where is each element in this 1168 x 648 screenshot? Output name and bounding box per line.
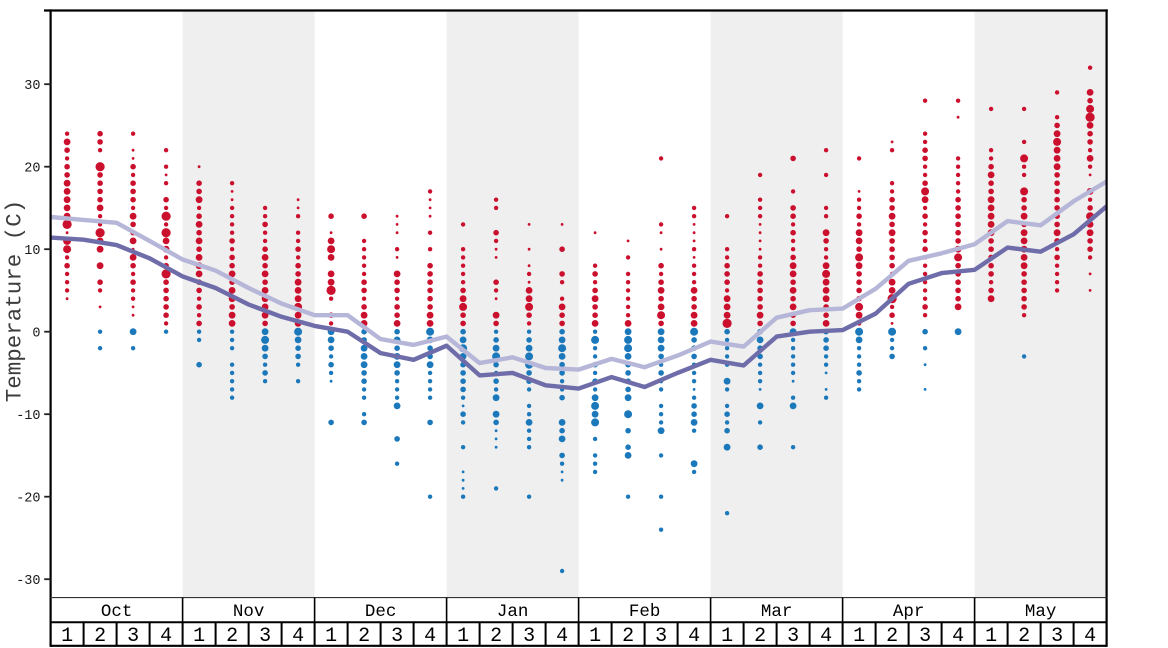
svg-text:1: 1	[985, 625, 997, 648]
svg-text:3: 3	[391, 625, 403, 648]
svg-text:2: 2	[622, 625, 634, 648]
svg-text:1: 1	[853, 625, 865, 648]
svg-text:3: 3	[655, 625, 667, 648]
svg-text:Jan: Jan	[497, 602, 529, 622]
svg-text:-20: -20	[16, 491, 40, 506]
svg-text:1: 1	[325, 625, 337, 648]
svg-text:2: 2	[886, 625, 898, 648]
svg-text:-10: -10	[16, 409, 40, 424]
svg-text:3: 3	[1051, 625, 1063, 648]
svg-text:1: 1	[61, 625, 73, 648]
svg-text:1: 1	[193, 625, 205, 648]
svg-text:2: 2	[1018, 625, 1030, 648]
svg-text:Apr: Apr	[893, 602, 925, 622]
svg-text:Feb: Feb	[629, 602, 661, 622]
svg-text:1: 1	[457, 625, 469, 648]
svg-text:May: May	[1025, 602, 1057, 622]
svg-text:4: 4	[556, 625, 568, 648]
svg-text:1: 1	[589, 625, 601, 648]
svg-text:4: 4	[820, 625, 832, 648]
svg-text:2: 2	[226, 625, 238, 648]
svg-text:-30: -30	[16, 574, 40, 589]
svg-text:2: 2	[490, 625, 502, 648]
svg-text:Oct: Oct	[101, 602, 133, 622]
svg-text:4: 4	[1084, 625, 1096, 648]
svg-text:4: 4	[424, 625, 436, 648]
svg-text:Dec: Dec	[365, 602, 397, 622]
svg-text:4: 4	[688, 625, 700, 648]
svg-text:2: 2	[754, 625, 766, 648]
svg-text:Mar: Mar	[761, 602, 793, 622]
svg-text:4: 4	[952, 625, 964, 648]
svg-text:Temperature (C): Temperature (C)	[2, 200, 28, 403]
svg-text:0: 0	[32, 326, 40, 341]
svg-text:30: 30	[24, 79, 40, 94]
svg-text:Nov: Nov	[233, 602, 265, 622]
svg-text:3: 3	[919, 625, 931, 648]
svg-text:20: 20	[24, 161, 40, 176]
svg-text:3: 3	[127, 625, 139, 648]
svg-text:3: 3	[259, 625, 271, 648]
svg-text:1: 1	[721, 625, 733, 648]
svg-text:2: 2	[358, 625, 370, 648]
svg-text:2: 2	[94, 625, 106, 648]
svg-text:4: 4	[160, 625, 172, 648]
svg-text:3: 3	[787, 625, 799, 648]
svg-text:10: 10	[24, 244, 40, 259]
svg-text:4: 4	[292, 625, 304, 648]
svg-text:3: 3	[523, 625, 535, 648]
